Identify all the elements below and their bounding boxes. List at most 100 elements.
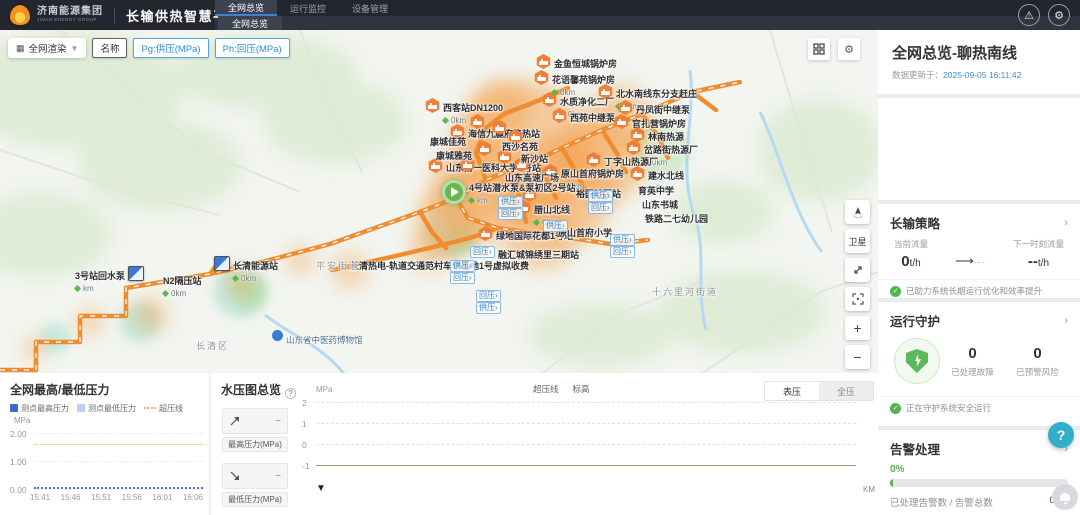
compass-icon[interactable] xyxy=(845,200,870,224)
map-marker[interactable]: 丹凤街中继泵 xyxy=(618,100,690,118)
map-marker[interactable]: 育英中学 xyxy=(638,181,674,199)
marker-body: 西客站DN1200 0km xyxy=(441,98,503,125)
layers-qr-icon[interactable] xyxy=(808,38,830,60)
map-marker[interactable]: 金鱼恒城锅炉房 xyxy=(536,54,617,72)
notification-bell-button[interactable] xyxy=(1052,484,1078,510)
map-canvas[interactable]: ▦ 全网渲染 ▼ 名称 Pg:供压(MPa) Ph:回压(MPa) ⚙ 卫星 xyxy=(0,30,878,375)
marker-body: 林南热源 xyxy=(648,127,684,145)
chevron-right-icon[interactable]: › xyxy=(1064,314,1068,327)
valve-diamond-icon xyxy=(441,116,450,125)
max-pressure-selector[interactable]: − xyxy=(222,408,288,434)
help-question-icon[interactable]: ? xyxy=(285,388,297,399)
max-pressure-label[interactable]: 最高压力(MPa) xyxy=(222,437,288,452)
render-mode-dropdown[interactable]: ▦ 全网渲染 ▼ xyxy=(8,38,87,58)
station-icon xyxy=(492,120,507,135)
header-tab[interactable]: 全网总览 xyxy=(215,0,278,16)
page-title: 全网总览-聊热南线 xyxy=(892,45,1017,62)
map-marker[interactable]: 长清能源站 0km xyxy=(214,256,278,283)
marker-body: 西苑中继泵 xyxy=(570,108,615,126)
alert-icon[interactable]: ⚠ xyxy=(1018,4,1040,26)
map-marker[interactable]: 丁字山热源厂 xyxy=(586,152,658,170)
map-marker[interactable]: 西客站DN1200 0km xyxy=(425,98,503,125)
map-marker[interactable]: N2隔压站 0km xyxy=(161,271,202,298)
map-marker[interactable]: 山东高速广场 xyxy=(505,168,559,186)
pressure-tag[interactable]: 供压› xyxy=(450,260,475,272)
map-marker[interactable]: 山东书城 xyxy=(642,195,678,213)
bell-icon xyxy=(1060,493,1070,504)
map-marker[interactable] xyxy=(522,187,540,202)
map-marker[interactable]: 官扎营锅炉房 xyxy=(614,114,686,132)
map-marker[interactable]: 山东省中医药博物馆 xyxy=(272,330,363,348)
marker-body: 花语馨苑锅炉房 0km xyxy=(550,70,615,97)
map-marker[interactable]: 康城佳苑 xyxy=(430,132,466,150)
map-marker[interactable]: 平安街道 xyxy=(316,256,360,274)
map-marker[interactable]: 绿地国际花都1号站 xyxy=(478,226,573,244)
app-title: 长输供热智慧平台 xyxy=(126,8,243,24)
zoom-out-button[interactable]: − xyxy=(845,345,870,369)
map-marker[interactable]: 原山首府小学 xyxy=(558,223,612,241)
map-marker[interactable]: 长清热电-轨道交通范村车辆基地1号虚拟收费 xyxy=(350,256,529,274)
pressure-tag[interactable]: 供压› xyxy=(588,190,613,202)
legend-swatch-max xyxy=(10,404,18,412)
satellite-toggle-button[interactable]: 卫星 xyxy=(845,229,870,253)
active-subtab[interactable]: 全网总览 xyxy=(218,16,283,30)
pressure-tag[interactable]: 供压› xyxy=(476,302,501,314)
header-tab[interactable]: 设备管理 xyxy=(339,0,401,16)
map-marker[interactable]: 4号站潜水泵&泵初区2号站 km xyxy=(442,178,576,205)
total-pressure-tab[interactable]: 全压 xyxy=(819,382,873,400)
name-toggle-button[interactable]: 名称 xyxy=(92,38,128,58)
map-marker[interactable]: 原山首府锅炉房 0km xyxy=(543,164,624,191)
map-marker[interactable]: 3号站回水泵 km xyxy=(73,266,145,293)
map-marker[interactable]: 建水北线 0km xyxy=(630,166,684,193)
zoom-in-button[interactable]: + xyxy=(845,316,870,340)
pg-supply-pressure-button[interactable]: Pg:供压(MPa) xyxy=(133,38,209,58)
fullscreen-icon[interactable] xyxy=(845,287,870,311)
settings-icon[interactable]: ⚙ xyxy=(1048,4,1070,26)
station-icon xyxy=(470,114,485,129)
map-marker[interactable]: 林南热源 xyxy=(630,127,684,145)
map-marker[interactable] xyxy=(505,179,523,194)
map-marker[interactable]: 铁路二七幼儿园 xyxy=(645,209,708,227)
map-marker[interactable]: 山东第一医科大学1号站 xyxy=(428,158,541,176)
map-settings-gear-icon[interactable]: ⚙ xyxy=(838,38,860,60)
min-pressure-selector[interactable]: − xyxy=(222,463,288,489)
map-marker[interactable] xyxy=(477,141,495,156)
map-marker[interactable]: 岔路街热源厂 0km xyxy=(626,140,698,167)
map-marker[interactable]: 新沙站 xyxy=(521,149,548,167)
pressure-tag[interactable]: 回压› xyxy=(470,246,495,258)
map-marker[interactable] xyxy=(514,157,532,172)
map-marker[interactable]: 十六里河街道 xyxy=(652,282,718,300)
pressure-tag[interactable]: 供压› xyxy=(543,220,568,232)
pressure-tag[interactable]: 回压› xyxy=(588,202,613,214)
pressure-tag[interactable]: 回压› xyxy=(450,272,475,284)
pressure-tag[interactable]: 供压› xyxy=(498,196,523,208)
pressure-tag[interactable]: 供压› xyxy=(610,234,635,246)
map-marker[interactable]: 康城雅苑 xyxy=(436,146,472,164)
map-marker[interactable] xyxy=(470,114,488,129)
ph-return-pressure-button[interactable]: Ph:回压(MPa) xyxy=(214,38,290,58)
pressure-tag[interactable]: 回压› xyxy=(476,290,501,302)
pressure-tag[interactable]: 回压› xyxy=(610,246,635,258)
map-marker[interactable]: 西苑中继泵 xyxy=(552,108,615,126)
pan-diagonal-icon[interactable] xyxy=(845,258,870,282)
map-marker[interactable]: 海信九麓府换热站 xyxy=(450,124,540,142)
map-marker[interactable]: 水质净化二厂 0km xyxy=(542,92,614,119)
chevron-right-icon[interactable]: › xyxy=(1064,442,1068,455)
map-marker[interactable]: 融汇城锦绣里三期站 xyxy=(498,245,579,263)
map-marker[interactable] xyxy=(497,149,515,164)
pressure-tag[interactable]: 回压› xyxy=(498,208,523,220)
chevron-right-icon[interactable]: › xyxy=(1064,216,1068,229)
map-marker[interactable] xyxy=(460,157,478,172)
map-marker[interactable]: 长清区 xyxy=(196,336,229,354)
map-marker[interactable]: 花语馨苑锅炉房 0km xyxy=(534,70,615,97)
map-marker[interactable] xyxy=(492,120,510,135)
start-marker: ▼ xyxy=(316,483,326,494)
current-flow: 当前流量 0t/h xyxy=(894,239,929,270)
help-floating-button[interactable]: ? xyxy=(1048,422,1074,448)
company-logo-icon xyxy=(10,5,30,25)
min-pressure-label[interactable]: 最低压力(MPa) xyxy=(222,492,288,507)
header-tab[interactable]: 运行监控 xyxy=(277,0,339,16)
gauge-pressure-tab[interactable]: 表压 xyxy=(765,382,819,400)
map-marker[interactable] xyxy=(508,129,526,144)
map-marker[interactable]: 西沙名苑 xyxy=(502,137,538,155)
